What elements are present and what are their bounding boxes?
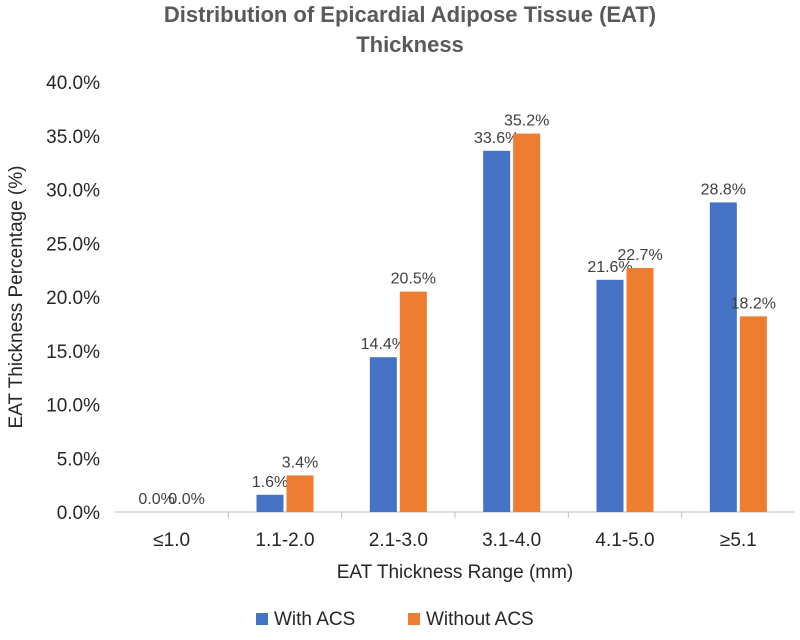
- y-tick-label: 20.0%: [46, 288, 100, 309]
- data-label: 18.2%: [731, 295, 776, 312]
- data-label: 0.0%: [168, 491, 204, 508]
- y-tick-label: 10.0%: [46, 396, 100, 417]
- chart-title: Distribution of Epicardial Adipose Tissu…: [60, 0, 760, 60]
- bar-with-acs: [596, 279, 624, 512]
- data-label: 22.7%: [617, 247, 662, 264]
- x-axis-title: EAT Thickness Range (mm): [337, 562, 574, 583]
- legend-swatch-with-acs: [256, 613, 268, 625]
- data-label: 21.6%: [587, 259, 632, 276]
- y-tick-label: 5.0%: [57, 449, 100, 470]
- data-label: 33.6%: [474, 130, 519, 147]
- data-label: 28.8%: [701, 181, 746, 198]
- x-tick-label: 2.1-3.0: [369, 530, 428, 551]
- legend-label-without-acs: Without ACS: [426, 609, 534, 630]
- legend-label-with-acs: With ACS: [274, 609, 355, 630]
- data-label: 35.2%: [504, 113, 549, 130]
- chart-title-line-1: Distribution of Epicardial Adipose Tissu…: [163, 2, 657, 27]
- x-tick-label: 4.1-5.0: [595, 530, 654, 551]
- chart-title-line-2: Thickness: [356, 32, 464, 57]
- x-tick-label: ≤1.0: [153, 530, 190, 551]
- y-tick-label: 40.0%: [46, 73, 100, 94]
- bar-with-acs: [256, 494, 284, 512]
- y-tick-label: 30.0%: [46, 181, 100, 202]
- data-label: 3.4%: [282, 454, 318, 471]
- x-tick-label: ≥5.1: [720, 530, 757, 551]
- bar-without-acs: [286, 475, 314, 512]
- y-tick-label: 35.0%: [46, 127, 100, 148]
- bar-without-acs: [399, 291, 427, 512]
- data-label: 1.6%: [252, 474, 288, 491]
- bar-without-acs: [513, 133, 541, 512]
- y-tick-label: 15.0%: [46, 342, 100, 363]
- y-tick-label: 25.0%: [46, 234, 100, 255]
- data-label: 20.5%: [391, 271, 436, 288]
- data-label: 14.4%: [361, 336, 406, 353]
- x-tick-label: 1.1-2.0: [255, 530, 314, 551]
- bar-without-acs: [626, 267, 654, 512]
- bar-with-acs: [709, 202, 737, 512]
- legend-swatch-without-acs: [408, 613, 420, 625]
- bar-with-acs: [483, 150, 511, 513]
- y-tick-label: 0.0%: [57, 503, 100, 524]
- bar-with-acs: [369, 357, 397, 512]
- x-tick-label: 3.1-4.0: [482, 530, 541, 551]
- bar-without-acs: [739, 316, 767, 512]
- data-label: 0.0%: [138, 491, 174, 508]
- y-axis-title: EAT Thickness Percentage (%): [6, 166, 27, 429]
